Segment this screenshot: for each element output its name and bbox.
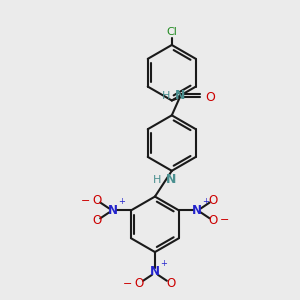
Text: H: H — [161, 91, 170, 100]
Text: O: O — [93, 194, 102, 207]
Text: N: N — [150, 266, 160, 278]
Text: +: + — [118, 197, 125, 206]
Text: −: − — [81, 196, 90, 206]
Text: N: N — [175, 89, 185, 102]
Text: −: − — [123, 279, 132, 289]
Text: O: O — [93, 214, 102, 227]
Text: Cl: Cl — [167, 27, 177, 37]
Text: N: N — [192, 204, 202, 217]
Text: N: N — [166, 173, 177, 186]
Text: O: O — [134, 277, 144, 290]
Text: −: − — [220, 215, 229, 225]
Text: +: + — [160, 259, 167, 268]
Text: H: H — [153, 175, 161, 185]
Text: O: O — [208, 194, 217, 207]
Text: O: O — [208, 214, 217, 227]
Text: O: O — [206, 91, 215, 104]
Text: O: O — [166, 277, 176, 290]
Text: +: + — [202, 197, 208, 206]
Text: N: N — [108, 204, 118, 217]
